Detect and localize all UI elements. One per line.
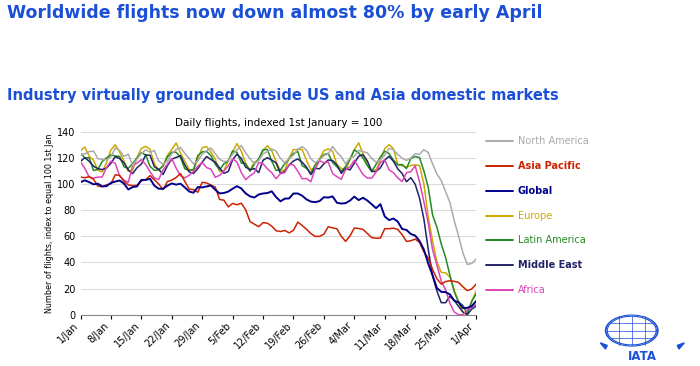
Text: Latin America: Latin America	[518, 235, 586, 246]
Text: North America: North America	[518, 136, 589, 146]
Text: Asia Pacific: Asia Pacific	[518, 161, 581, 171]
Text: Worldwide flights now down almost 80% by early April: Worldwide flights now down almost 80% by…	[7, 4, 542, 22]
Text: Africa: Africa	[518, 285, 546, 295]
Text: IATA: IATA	[628, 350, 657, 363]
Circle shape	[606, 315, 658, 346]
Text: Industry virtually grounded outside US and Asia domestic markets: Industry virtually grounded outside US a…	[7, 88, 559, 103]
Text: Middle East: Middle East	[518, 260, 582, 270]
Polygon shape	[678, 343, 685, 349]
Y-axis label: Number of flights, index to equal 100 1st Jan: Number of flights, index to equal 100 1s…	[46, 134, 55, 313]
Circle shape	[608, 316, 657, 345]
Polygon shape	[601, 343, 608, 349]
Text: Global: Global	[518, 186, 553, 196]
Title: Daily flights, indexed 1st January = 100: Daily flights, indexed 1st January = 100	[174, 118, 382, 128]
Text: Europe: Europe	[518, 210, 552, 221]
